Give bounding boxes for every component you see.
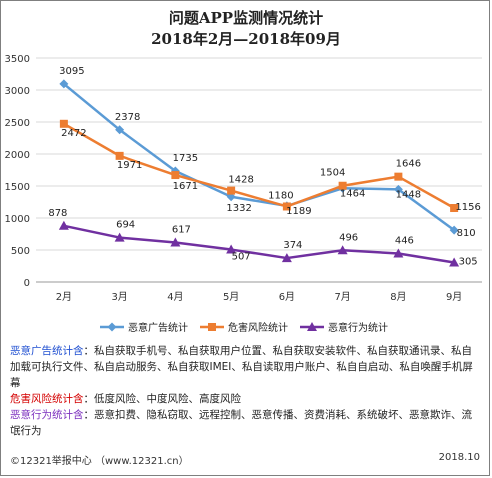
y-tick-label: 3500 xyxy=(5,54,30,65)
data-label: 2472 xyxy=(61,128,86,139)
data-label: 1332 xyxy=(226,203,251,214)
data-point xyxy=(226,244,237,254)
data-label: 1646 xyxy=(396,159,421,170)
data-point xyxy=(450,204,459,213)
series-line xyxy=(63,122,455,210)
data-label: 878 xyxy=(48,208,67,219)
data-label: 1428 xyxy=(228,175,253,186)
data-label: 1180 xyxy=(268,190,293,201)
data-point xyxy=(393,184,403,194)
notes-block: 恶意广告统计含：私自获取手机号、私自获取用户位置、私自获取安装软件、私自获取通讯… xyxy=(10,343,480,439)
x-tick-label: 6月 xyxy=(279,291,295,303)
legend-marker xyxy=(307,322,317,331)
data-point xyxy=(58,220,69,230)
x-tick-label: 4月 xyxy=(167,291,183,303)
data-point xyxy=(171,171,180,180)
x-axis-ticks: 2月 3月 4月 5月 6月 7月 8月 9月 xyxy=(56,291,463,303)
data-point xyxy=(170,237,181,247)
data-label: 1464 xyxy=(340,188,365,199)
footer-copyright: ©12321举报中心 （www.12321.cn） xyxy=(10,456,189,467)
data-point xyxy=(115,125,125,135)
note-ad-text: ：私自获取手机号、私自获取用户位置、私自获取安装软件、私自获取通讯录、私自加载可… xyxy=(10,345,473,389)
data-label: 1671 xyxy=(173,181,198,192)
data-point xyxy=(282,202,291,211)
data-point xyxy=(227,186,236,195)
y-tick-label: 3000 xyxy=(5,86,30,97)
x-tick-label: 3月 xyxy=(111,291,127,303)
chart-title: 问题APP监测情况统计 xyxy=(168,9,324,27)
data-point xyxy=(59,79,69,89)
data-label: 2378 xyxy=(115,112,140,123)
note-behavior-key: 恶意行为统计含 xyxy=(10,409,84,421)
y-tick-label: 1000 xyxy=(5,214,30,225)
note-risk: 危害风险统计含：低度风险、中度风险、高度风险 xyxy=(10,391,480,407)
data-label: 374 xyxy=(283,240,302,251)
note-risk-text: ：低度风险、中度风险、高度风险 xyxy=(83,393,242,405)
legend-label: 恶意行为统计 xyxy=(328,321,388,334)
data-label: 810 xyxy=(457,228,476,239)
data-point xyxy=(281,253,292,263)
x-tick-label: 9月 xyxy=(446,291,462,303)
data-point xyxy=(449,257,460,267)
data-label: 1156 xyxy=(455,202,480,213)
data-label: 1189 xyxy=(286,206,311,217)
series-line xyxy=(63,82,455,232)
y-axis-ticks: 0 500 1000 1500 2000 2500 3000 3500 xyxy=(5,54,30,289)
data-label: 617 xyxy=(172,225,191,236)
data-label: 496 xyxy=(339,232,358,243)
data-label: 1504 xyxy=(320,168,345,179)
note-risk-key: 危害风险统计含 xyxy=(10,393,84,405)
data-label: 1735 xyxy=(173,153,198,164)
legend-marker xyxy=(208,323,216,331)
legend: 恶意广告统计 危害风险统计 恶意行为统计 xyxy=(100,321,388,334)
y-tick-label: 2500 xyxy=(5,118,30,129)
data-point xyxy=(449,225,459,235)
data-point xyxy=(114,232,125,242)
data-label: 1971 xyxy=(117,160,142,171)
x-tick-label: 8月 xyxy=(390,291,406,303)
note-behavior-text: ：恶意扣费、隐私窃取、远程控制、恶意传播、资费消耗、系统破坏、恶意欺诈、流氓行为 xyxy=(10,409,472,437)
x-tick-label: 5月 xyxy=(223,291,239,303)
y-tick-label: 2000 xyxy=(5,150,30,161)
note-behavior: 恶意行为统计含：恶意扣费、隐私窃取、远程控制、恶意传播、资费消耗、系统破坏、恶意… xyxy=(10,407,480,439)
line-chart: 0 500 1000 1500 2000 2500 3000 3500 2月 3月 4月 5月 6月 7… xyxy=(5,54,482,334)
data-point xyxy=(59,119,68,128)
x-tick-label: 7月 xyxy=(334,291,350,303)
x-tick-label: 2月 xyxy=(56,291,72,303)
note-ad: 恶意广告统计含：私自获取手机号、私自获取用户位置、私自获取安装软件、私自获取通讯… xyxy=(10,343,480,391)
legend-label: 恶意广告统计 xyxy=(128,321,188,334)
data-labels: 3095 2378 1735 1332 1189 1464 1448 810 2472 1971 1… xyxy=(48,66,481,268)
data-label: 305 xyxy=(459,256,478,267)
data-label: 507 xyxy=(232,252,251,263)
note-ad-key: 恶意广告统计含 xyxy=(10,345,84,357)
data-label: 446 xyxy=(395,235,414,246)
y-tick-label: 1500 xyxy=(5,182,30,193)
series-line xyxy=(63,224,455,264)
chart-subtitle: 2018年2月—2018年09月 xyxy=(151,30,341,48)
data-label: 694 xyxy=(116,220,135,231)
data-point xyxy=(337,245,348,255)
data-point xyxy=(393,248,404,258)
data-label: 3095 xyxy=(59,66,84,77)
data-point xyxy=(394,172,403,181)
footer-date: 2018.10 xyxy=(438,452,480,463)
y-tick-label: 500 xyxy=(11,246,30,257)
data-point xyxy=(338,181,347,190)
series-layer xyxy=(58,79,460,267)
data-point xyxy=(115,151,124,160)
legend-label: 危害风险统计 xyxy=(228,321,288,334)
grid xyxy=(36,57,482,283)
data-label: 1448 xyxy=(396,189,421,200)
y-tick-label: 0 xyxy=(24,278,30,289)
legend-marker xyxy=(107,322,117,332)
